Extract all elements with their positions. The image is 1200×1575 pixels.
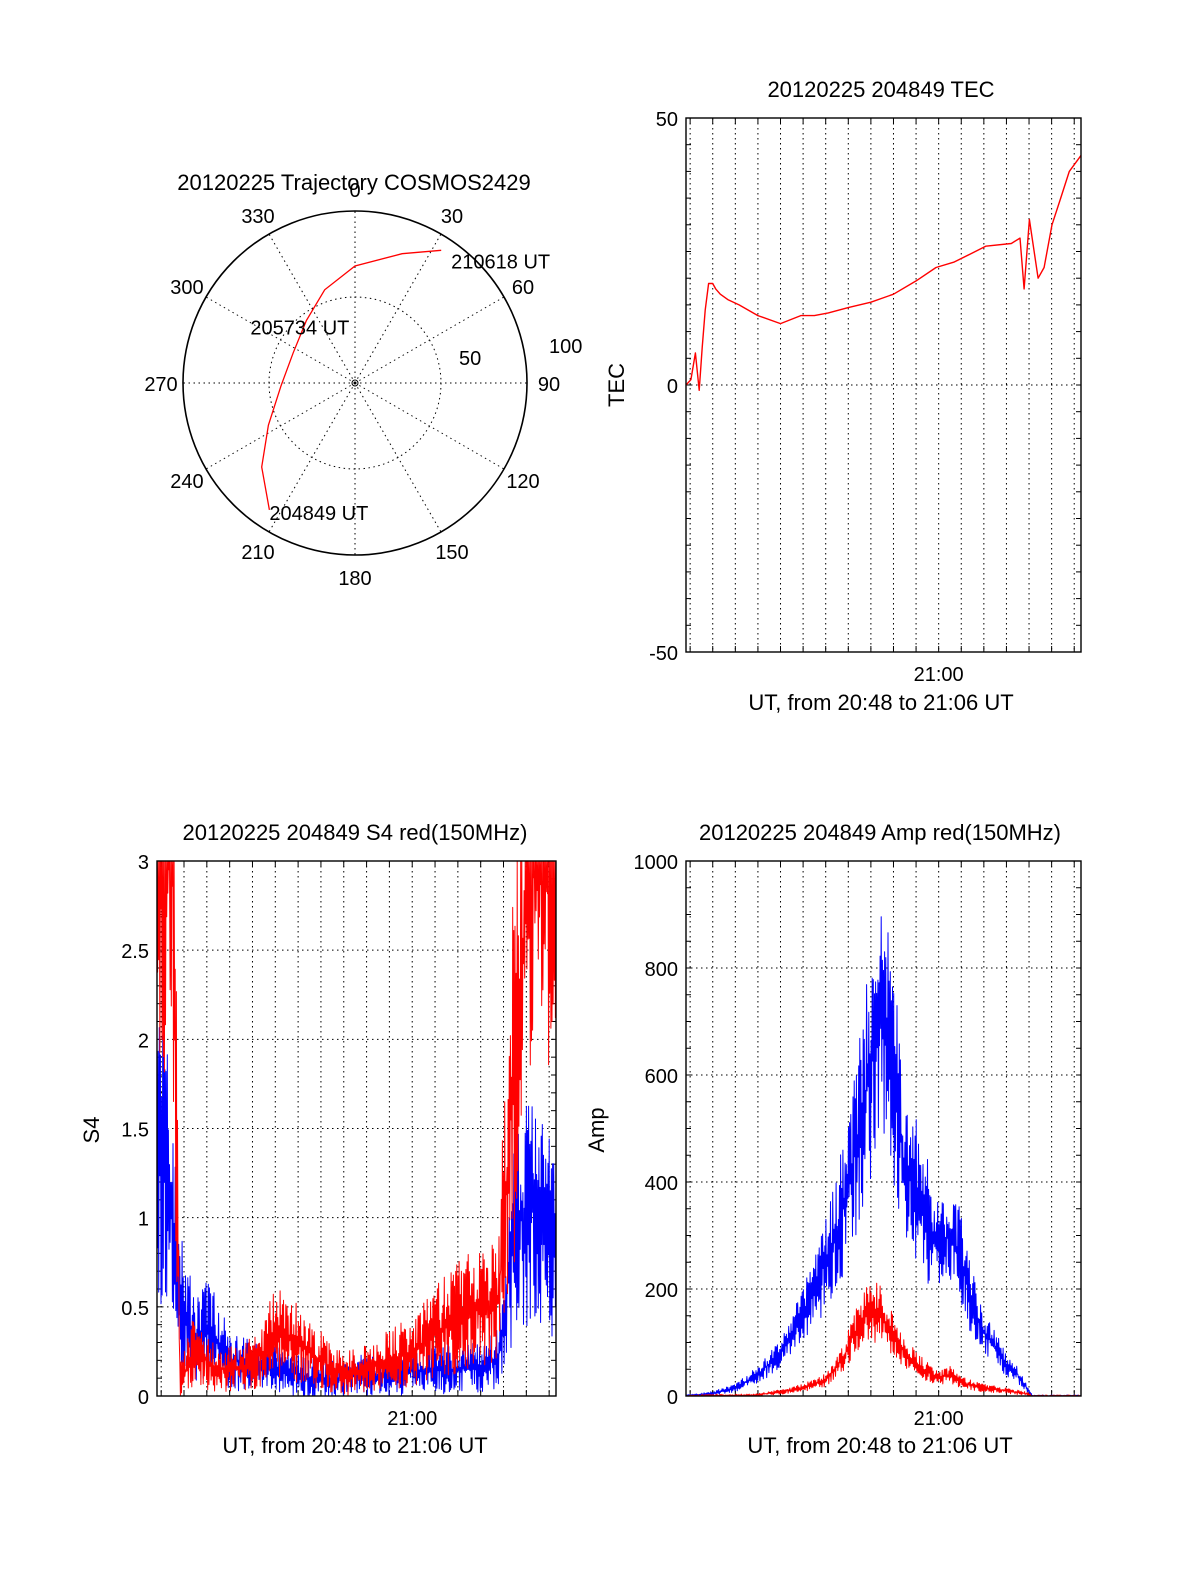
polar-trajectory-panel: 20120225 Trajectory COSMOS2429 0 30 60 90 12… xyxy=(144,170,582,590)
polar-spoke xyxy=(268,382,356,533)
y-tick-label: 600 xyxy=(645,1066,678,1088)
y-tick-label: 1 xyxy=(138,1209,149,1231)
y-tick-label: 1.5 xyxy=(121,1120,149,1142)
polar-azimuth-label: 120 xyxy=(506,471,539,493)
polar-azimuth-label: 300 xyxy=(170,277,203,299)
s4-title: 20120225 204849 S4 red(150MHz) xyxy=(183,820,528,845)
x-tick-label: 21:00 xyxy=(914,1408,964,1430)
polar-outer-ring xyxy=(182,210,528,556)
tec-ylabel: TEC xyxy=(604,363,629,407)
polar-time-annotation: 210618 UT xyxy=(451,251,550,273)
y-tick-label: 50 xyxy=(656,109,678,131)
polar-spoke xyxy=(205,296,356,384)
plot-frame xyxy=(685,860,1082,1397)
polar-spoke xyxy=(268,233,356,384)
y-tick-label: 1000 xyxy=(634,852,679,874)
y-tick-label: 0 xyxy=(138,1387,149,1409)
polar-time-annotation: 205734 UT xyxy=(250,318,349,340)
y-tick-label: 3 xyxy=(138,852,149,874)
polar-ring-50 xyxy=(268,296,442,470)
polar-azimuth-label: 270 xyxy=(144,374,177,396)
amp-title: 20120225 204849 Amp red(150MHz) xyxy=(699,820,1061,845)
polar-title: 20120225 Trajectory COSMOS2429 xyxy=(177,170,530,195)
y-tick-label: 200 xyxy=(645,1280,678,1302)
amp-ylabel: Amp xyxy=(584,1107,609,1152)
series-line xyxy=(685,1282,1082,1397)
y-tick-label: 0 xyxy=(667,376,678,398)
polar-spoke xyxy=(354,296,505,384)
y-tick-label: 2 xyxy=(138,1030,149,1052)
polar-azimuth-label: 30 xyxy=(441,206,463,228)
polar-azimuth-label: 150 xyxy=(435,542,468,564)
polar-azimuth-label: 330 xyxy=(241,206,274,228)
polar-spoke xyxy=(354,233,442,384)
polar-spoke xyxy=(354,382,442,533)
y-tick-label: 2.5 xyxy=(121,941,149,963)
tec-xlabel: UT, from 20:48 to 21:06 UT xyxy=(748,690,1013,715)
polar-azimuth-label: 0 xyxy=(349,180,360,202)
polar-azimuth-label: 180 xyxy=(338,568,371,590)
amp-panel: 20120225 204849 Amp red(150MHz) 0 200 400 6… xyxy=(584,820,1082,1458)
s4-ylabel: S4 xyxy=(79,1117,104,1144)
plot-frame xyxy=(156,860,557,1397)
polar-azimuth-label: 210 xyxy=(241,542,274,564)
y-tick-label: 0 xyxy=(667,1387,678,1409)
polar-spoke xyxy=(205,382,356,470)
polar-azimuth-label: 240 xyxy=(170,471,203,493)
amp-xlabel: UT, from 20:48 to 21:06 UT xyxy=(747,1433,1012,1458)
polar-radial-label: 50 xyxy=(459,348,481,370)
polar-azimuth-label: 90 xyxy=(538,374,560,396)
series-line xyxy=(156,860,557,1397)
polar-center-marker xyxy=(351,379,359,387)
series-line xyxy=(685,916,1082,1397)
y-tick-label: -50 xyxy=(649,643,678,665)
y-tick-label: 0.5 xyxy=(121,1298,149,1320)
plot-frame xyxy=(685,117,1082,653)
series-line xyxy=(685,154,1082,391)
polar-time-annotation: 204849 UT xyxy=(269,503,368,525)
tec-panel: 20120225 204849 TEC -50 0 50 21:00 UT, from… xyxy=(604,77,1082,715)
polar-azimuth-label: 60 xyxy=(512,277,534,299)
x-tick-label: 21:00 xyxy=(914,664,964,686)
y-tick-label: 800 xyxy=(645,959,678,981)
polar-trajectory-line xyxy=(261,249,442,511)
s4-panel: 20120225 204849 S4 red(150MHz) 0 0.5 1 1.5 2… xyxy=(79,820,557,1458)
s4-xlabel: UT, from 20:48 to 21:06 UT xyxy=(222,1433,487,1458)
tec-title: 20120225 204849 TEC xyxy=(767,77,994,102)
polar-radial-label: 100 xyxy=(549,336,582,358)
y-tick-label: 400 xyxy=(645,1173,678,1195)
x-tick-label: 21:00 xyxy=(387,1408,437,1430)
